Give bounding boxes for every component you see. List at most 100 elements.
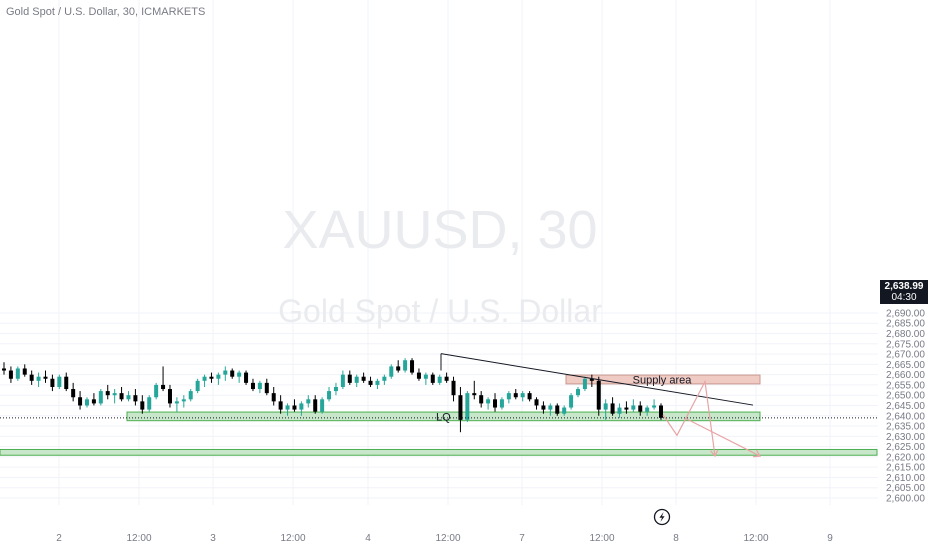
time-tick: 3 (210, 533, 216, 544)
candle (71, 382, 76, 402)
candle (188, 389, 193, 402)
candle (506, 391, 511, 404)
candle (617, 403, 622, 418)
candles (2, 358, 663, 433)
zones: Supply area LQ (0, 374, 878, 456)
price-tick: 2,665.00 (886, 360, 925, 371)
candle (8, 366, 13, 383)
candle (50, 374, 55, 392)
time-tick: 12:00 (435, 533, 460, 544)
candle (244, 370, 249, 385)
candle (250, 378, 255, 392)
candle (154, 382, 159, 400)
time-tick: 12:00 (743, 533, 768, 544)
candle (444, 372, 449, 383)
time-tick: 2 (56, 533, 62, 544)
drawings (440, 353, 761, 458)
candle (631, 399, 636, 412)
time-tick: 12:00 (589, 533, 614, 544)
candle (465, 391, 470, 422)
candle (638, 401, 643, 416)
candle (375, 378, 380, 390)
candle (541, 401, 546, 414)
candle (569, 393, 574, 410)
candle (493, 393, 498, 412)
candle (209, 372, 214, 383)
price-tick: 2,600.00 (886, 494, 925, 505)
price-tick: 2,630.00 (886, 432, 925, 443)
candle (43, 370, 48, 383)
trendline (440, 353, 754, 406)
price-tick: 2,655.00 (886, 380, 925, 391)
candle (610, 397, 615, 416)
candle (223, 366, 228, 381)
candle (562, 405, 567, 416)
watermark: XAUUSD, 30 Gold Spot / U.S. Dollar (278, 200, 602, 329)
candle (126, 391, 131, 402)
candle (396, 360, 401, 373)
candle (133, 389, 138, 406)
candle (36, 372, 41, 387)
zone-box (0, 448, 878, 456)
candle (423, 372, 428, 385)
candle (64, 372, 69, 392)
candle (257, 380, 262, 394)
candle (555, 403, 560, 416)
candle (596, 376, 601, 416)
candle (368, 376, 373, 387)
price-tick: 2,690.00 (886, 308, 925, 319)
price-tick: 2,610.00 (886, 473, 925, 484)
candle (195, 378, 200, 394)
candle (486, 397, 491, 410)
candle (161, 366, 166, 392)
candle (347, 370, 352, 385)
candle (340, 370, 345, 390)
supply-area-label: Supply area (633, 374, 693, 386)
candle (520, 391, 525, 402)
candle (416, 368, 421, 381)
candle (327, 386, 332, 402)
candle (119, 386, 124, 402)
candle (603, 399, 608, 420)
candle (458, 386, 463, 433)
time-tick: 9 (827, 533, 833, 544)
price-tick: 2,615.00 (886, 463, 925, 474)
time-tick: 7 (519, 533, 525, 544)
candle (652, 399, 657, 410)
candle (174, 397, 179, 412)
projection-arrowhead (752, 449, 761, 458)
event-flash-icon[interactable] (653, 508, 671, 526)
candle (548, 403, 553, 416)
price-axis[interactable]: 2,600.002,605.002,610.002,615.002,620.00… (886, 308, 925, 504)
candle (264, 378, 269, 396)
candle (306, 395, 311, 408)
candle (84, 397, 89, 408)
candle (659, 403, 663, 420)
price-tick: 2,635.00 (886, 422, 925, 433)
time-tick: 8 (673, 533, 679, 544)
candle (216, 372, 221, 385)
price-tick: 2,620.00 (886, 452, 925, 463)
price-tick: 2,675.00 (886, 339, 925, 350)
zone-box (126, 411, 761, 422)
projection-path (685, 418, 761, 457)
candle (313, 395, 318, 414)
candle (167, 384, 172, 408)
candle (292, 399, 297, 412)
candle (278, 395, 283, 414)
candle (320, 397, 325, 414)
watermark-symbol: XAUUSD, 30 (282, 200, 597, 260)
candle (91, 393, 96, 406)
candle (15, 366, 20, 381)
candle (29, 370, 34, 385)
candle (147, 395, 152, 412)
price-tick: 2,670.00 (886, 350, 925, 361)
price-tick: 2,650.00 (886, 391, 925, 402)
zone-box (565, 374, 761, 385)
candle (403, 358, 408, 373)
candle (410, 358, 415, 375)
time-tick: 12:00 (126, 533, 151, 544)
time-axis[interactable]: 2 12:00 3 12:00 4 12:00 7 12:00 8 12:00 9 (56, 533, 833, 544)
